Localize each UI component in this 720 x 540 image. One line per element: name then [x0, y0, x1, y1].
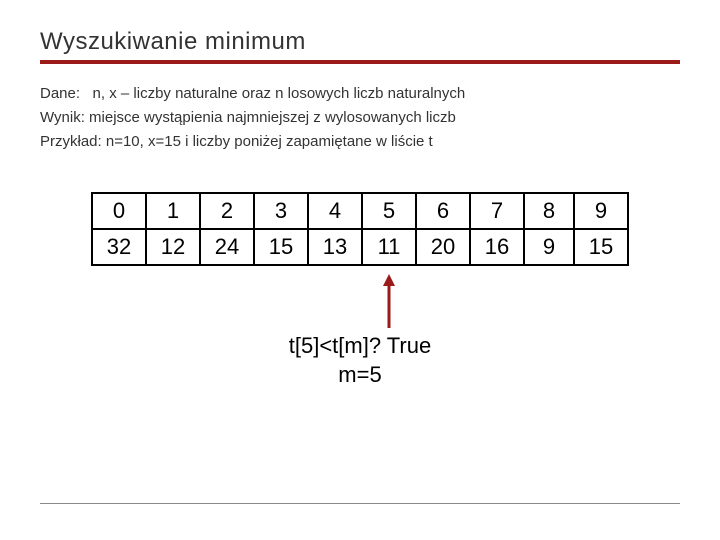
przyklad-label: Przykład: — [40, 133, 102, 150]
index-cell: 0 — [92, 193, 146, 229]
value-cell: 20 — [416, 229, 470, 265]
value-cell: 12 — [146, 229, 200, 265]
przyklad-line: Przykład: n=10, x=15 i liczby poniżej za… — [40, 130, 680, 154]
title-underline — [40, 60, 680, 64]
caption-line-1: t[5]<t[m]? True — [40, 332, 680, 361]
value-cell: 9 — [524, 229, 574, 265]
value-cell: 16 — [470, 229, 524, 265]
value-cell: 24 — [200, 229, 254, 265]
przyklad-text: n=10, x=15 i liczby poniżej zapamiętane … — [106, 133, 433, 150]
dane-line: Dane: n, x – liczby naturalne oraz n los… — [40, 82, 680, 106]
index-cell: 3 — [254, 193, 308, 229]
index-cell: 9 — [574, 193, 628, 229]
dane-label: Dane: — [40, 85, 80, 102]
arrow-icon — [91, 272, 629, 330]
description-block: Dane: n, x – liczby naturalne oraz n los… — [40, 82, 680, 154]
value-cell: 32 — [92, 229, 146, 265]
footer-line — [40, 503, 680, 504]
slide-title: Wyszukiwanie minimum — [40, 28, 680, 56]
index-row: 0123456789 — [92, 193, 628, 229]
value-cell: 11 — [362, 229, 416, 265]
index-cell: 8 — [524, 193, 574, 229]
wynik-line: Wynik: miejsce wystąpienia najmniejszej … — [40, 106, 680, 130]
caption-line-2: m=5 — [40, 361, 680, 390]
value-cell: 15 — [574, 229, 628, 265]
index-cell: 6 — [416, 193, 470, 229]
index-cell: 5 — [362, 193, 416, 229]
wynik-label: Wynik: — [40, 109, 85, 126]
array-table: 0123456789 3212241513112016915 — [91, 192, 629, 266]
value-cell: 13 — [308, 229, 362, 265]
value-cell: 15 — [254, 229, 308, 265]
caption-block: t[5]<t[m]? True m=5 — [40, 332, 680, 389]
index-cell: 7 — [470, 193, 524, 229]
wynik-text: miejsce wystąpienia najmniejszej z wylos… — [89, 109, 456, 126]
dane-text: n, x – liczby naturalne oraz n losowych … — [93, 85, 466, 102]
array-table-wrap: 0123456789 3212241513112016915 — [40, 192, 680, 266]
arrow-wrap — [40, 272, 680, 330]
index-cell: 2 — [200, 193, 254, 229]
value-row: 3212241513112016915 — [92, 229, 628, 265]
index-cell: 1 — [146, 193, 200, 229]
index-cell: 4 — [308, 193, 362, 229]
